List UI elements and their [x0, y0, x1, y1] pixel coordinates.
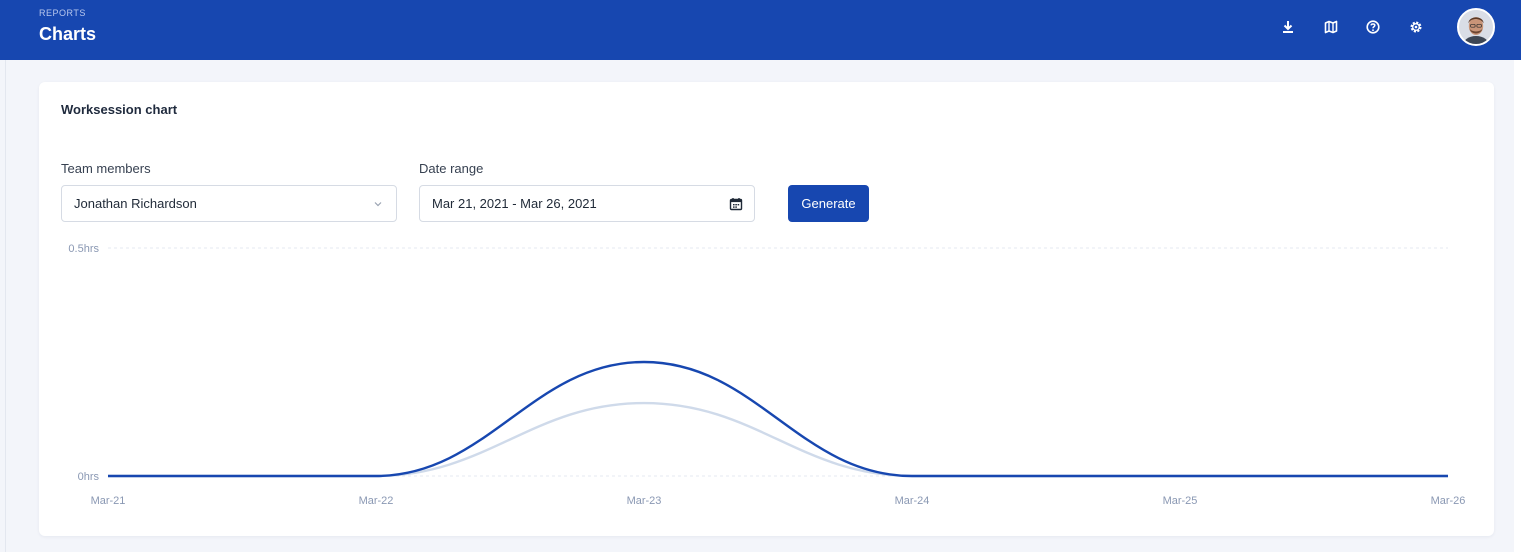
calendar-icon[interactable] [728, 196, 744, 212]
layout-divider [5, 60, 6, 552]
map-icon[interactable] [1321, 17, 1341, 37]
page-title: Charts [39, 24, 97, 44]
generate-button[interactable]: Generate [788, 185, 869, 222]
date-range-value: Mar 21, 2021 - Mar 26, 2021 [432, 196, 597, 211]
settings-icon[interactable] [1406, 17, 1426, 37]
top-bar: REPORTS Charts [0, 0, 1521, 60]
avatar[interactable] [1457, 8, 1495, 46]
worksession-card: Worksession chart Team members Jonathan … [39, 82, 1494, 536]
breadcrumb: REPORTS [39, 8, 86, 18]
help-icon[interactable] [1363, 17, 1383, 37]
card-title: Worksession chart [61, 102, 178, 117]
team-members-select[interactable]: Jonathan Richardson [61, 185, 397, 222]
download-icon[interactable] [1278, 17, 1298, 37]
team-members-label: Team members [61, 161, 151, 176]
date-range-label: Date range [419, 161, 484, 176]
scrollbar-track[interactable] [1514, 60, 1521, 552]
team-members-value: Jonathan Richardson [74, 196, 197, 211]
date-range-input[interactable]: Mar 21, 2021 - Mar 26, 2021 [419, 185, 755, 222]
chevron-down-icon [374, 202, 382, 207]
